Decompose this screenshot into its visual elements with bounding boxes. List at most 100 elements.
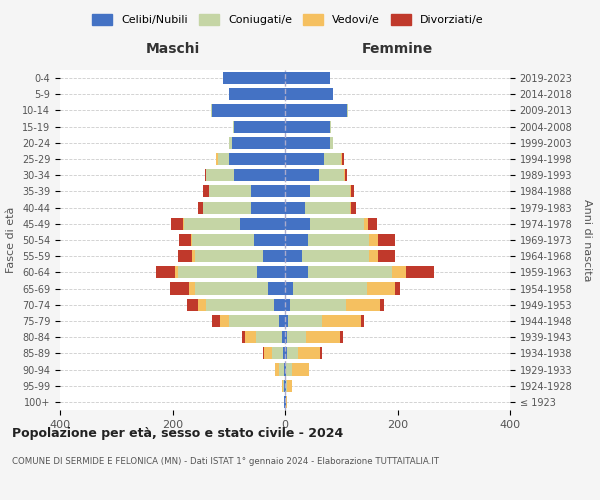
Bar <box>218 153 229 165</box>
Text: Maschi: Maschi <box>145 42 200 56</box>
Bar <box>368 218 377 230</box>
Bar <box>287 348 298 360</box>
Bar <box>195 282 268 294</box>
Bar <box>178 250 192 262</box>
Bar <box>287 380 292 392</box>
Bar <box>263 250 285 262</box>
Bar <box>308 234 370 246</box>
Bar <box>198 298 206 311</box>
Bar <box>274 298 285 311</box>
Bar <box>284 364 285 376</box>
Bar <box>351 186 353 198</box>
Bar <box>187 298 198 311</box>
Bar <box>380 298 384 311</box>
Bar <box>286 380 287 392</box>
Bar <box>206 298 274 311</box>
Bar <box>350 186 351 198</box>
Bar <box>217 153 218 165</box>
Bar <box>212 104 285 117</box>
Bar <box>322 315 361 327</box>
Bar <box>344 169 345 181</box>
Bar <box>285 72 330 84</box>
Bar <box>350 202 352 213</box>
Bar <box>352 202 356 213</box>
Bar <box>308 266 392 278</box>
Bar <box>272 348 283 360</box>
Bar <box>292 364 308 376</box>
Bar <box>307 331 340 343</box>
Bar <box>285 120 330 132</box>
Bar <box>285 186 310 198</box>
Bar <box>370 234 378 246</box>
Bar <box>287 331 307 343</box>
Bar <box>310 218 364 230</box>
Bar <box>257 266 285 278</box>
Bar <box>251 186 285 198</box>
Bar <box>406 266 434 278</box>
Bar <box>370 250 378 262</box>
Bar <box>285 298 290 311</box>
Bar <box>192 250 195 262</box>
Bar <box>251 202 285 213</box>
Bar <box>235 169 285 181</box>
Bar <box>285 250 302 262</box>
Bar <box>190 282 195 294</box>
Bar <box>285 202 305 213</box>
Bar <box>320 348 322 360</box>
Bar <box>364 218 368 230</box>
Text: COMUNE DI SERMIDE E FELONICA (MN) - Dati ISTAT 1° gennaio 2024 - Elaborazione TU: COMUNE DI SERMIDE E FELONICA (MN) - Dati… <box>12 458 439 466</box>
Bar <box>285 88 333 101</box>
Bar <box>285 364 286 376</box>
Bar <box>229 137 232 149</box>
Bar <box>254 234 285 246</box>
Bar <box>182 218 184 230</box>
Bar <box>305 202 350 213</box>
Bar <box>212 315 220 327</box>
Bar <box>290 298 346 311</box>
Bar <box>285 234 308 246</box>
Bar <box>285 137 330 149</box>
Bar <box>220 315 229 327</box>
Bar <box>170 282 190 294</box>
Bar <box>283 380 284 392</box>
Bar <box>286 396 287 408</box>
Bar <box>242 331 245 343</box>
Bar <box>268 282 285 294</box>
Bar <box>275 364 280 376</box>
Bar <box>285 282 293 294</box>
Bar <box>281 331 285 343</box>
Bar <box>302 250 370 262</box>
Bar <box>346 298 380 311</box>
Bar <box>235 120 285 132</box>
Bar <box>280 315 285 327</box>
Bar <box>232 137 285 149</box>
Bar <box>330 137 333 149</box>
Bar <box>205 169 206 181</box>
Bar <box>282 380 283 392</box>
Bar <box>178 266 257 278</box>
Bar <box>195 250 263 262</box>
Bar <box>378 250 395 262</box>
Bar <box>179 234 191 246</box>
Bar <box>229 315 280 327</box>
Bar <box>229 153 285 165</box>
Bar <box>229 88 285 101</box>
Y-axis label: Fasce di età: Fasce di età <box>7 207 16 273</box>
Bar <box>285 315 288 327</box>
Bar <box>285 169 319 181</box>
Bar <box>285 104 347 117</box>
Bar <box>203 186 209 198</box>
Bar <box>263 348 272 360</box>
Bar <box>310 186 350 198</box>
Bar <box>392 266 406 278</box>
Legend: Celibi/Nubili, Coniugati/e, Vedovi/e, Divorziati/e: Celibi/Nubili, Coniugati/e, Vedovi/e, Di… <box>89 10 487 29</box>
Bar <box>206 169 235 181</box>
Bar <box>347 104 348 117</box>
Bar <box>256 331 281 343</box>
Bar <box>203 202 251 213</box>
Bar <box>285 331 287 343</box>
Bar <box>340 331 343 343</box>
Bar <box>223 72 285 84</box>
Text: Popolazione per età, sesso e stato civile - 2024: Popolazione per età, sesso e stato civil… <box>12 428 343 440</box>
Bar <box>361 315 364 327</box>
